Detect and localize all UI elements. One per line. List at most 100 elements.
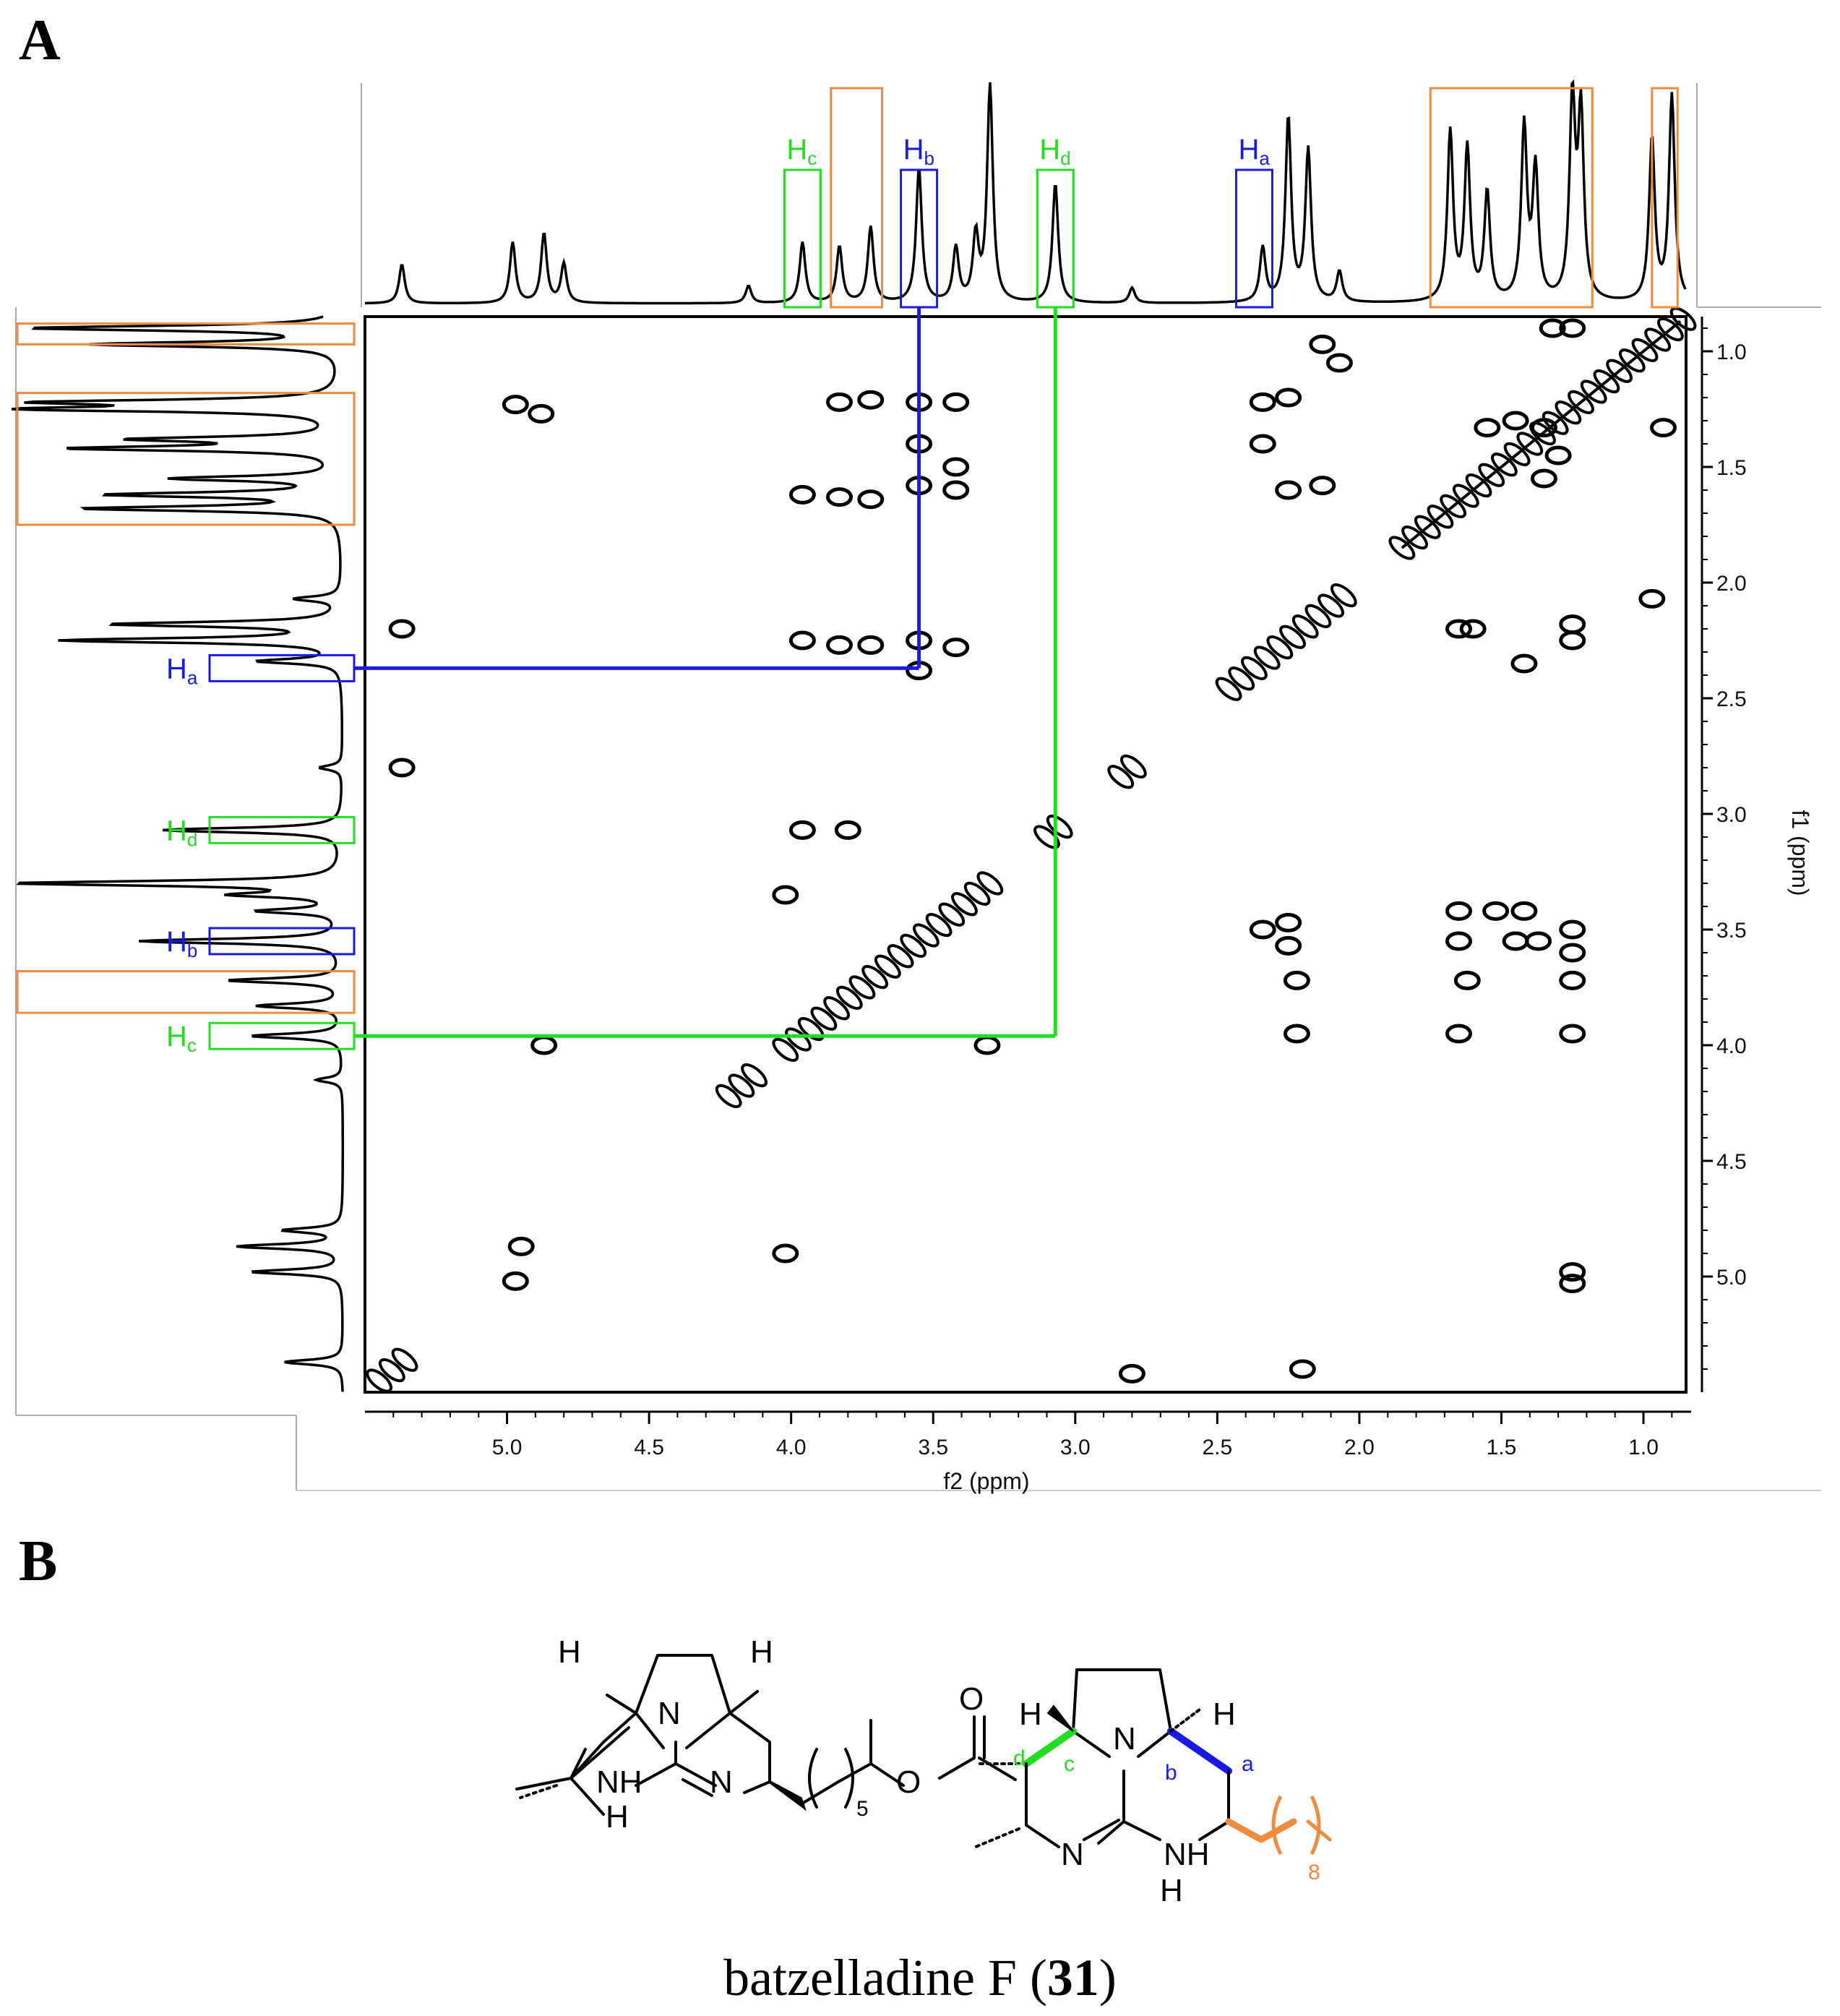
atom-h-right-2: H (1213, 1697, 1236, 1732)
left-label-h: H (166, 653, 187, 685)
diagonal-peak (1253, 645, 1281, 670)
x-tick-label: 1.5 (1487, 1436, 1517, 1459)
left-label-Ha: Ha (166, 653, 198, 688)
left-label-Hd: Hd (166, 815, 197, 850)
y-tick-label: 2.5 (1716, 687, 1747, 711)
diagonal-peak (925, 913, 953, 938)
y-tick-label: 3.0 (1716, 803, 1747, 827)
cross-peak (1530, 418, 1557, 438)
left-label-h: H (166, 815, 187, 846)
cross-peak (788, 820, 816, 840)
cross-peak (1559, 318, 1586, 338)
cross-peak (1309, 476, 1336, 496)
diagonal-peak (900, 933, 927, 958)
position-label-c: c (1064, 1752, 1075, 1776)
cross-peak (1482, 901, 1510, 921)
ester-linker (938, 1715, 1017, 1781)
cross-peak (857, 489, 885, 510)
cross-peak (834, 820, 861, 840)
cross-peaks (388, 318, 1677, 1384)
position-label-a: a (1242, 1752, 1254, 1776)
diagonal-peak (391, 1347, 418, 1372)
diagonal-peak (366, 1368, 393, 1393)
diagonal-peak (963, 881, 991, 906)
atom-n-left-imine: N (710, 1764, 733, 1800)
diagonal-peak (378, 1358, 405, 1383)
y-tick-label: 3.5 (1716, 919, 1747, 943)
cross-peak (942, 457, 970, 477)
cross-peak (528, 403, 555, 424)
diagonal-peak (913, 923, 940, 948)
left-tricycle (515, 1654, 905, 1816)
cross-peak (772, 1243, 799, 1264)
diagonal-peak (1215, 677, 1242, 701)
diagonal-peak (938, 902, 966, 927)
top-label-Ha: Ha (1238, 134, 1270, 169)
cross-peak (1559, 943, 1586, 963)
x-tick-label: 3.0 (1060, 1436, 1091, 1459)
cross-peak (857, 635, 885, 655)
cross-peak (502, 395, 529, 415)
cross-peak (502, 1271, 529, 1291)
cross-peak (1559, 630, 1586, 651)
top-label-sub: c (807, 147, 817, 169)
top-spectrum-trace (365, 79, 1687, 305)
diagonal-peak (1266, 635, 1294, 660)
left-label-sub: a (187, 666, 198, 688)
top-label-sub: b (924, 147, 934, 169)
left-orange-box (16, 322, 356, 346)
left-label-h: H (166, 926, 187, 958)
atom-nh-right: NH (1164, 1837, 1210, 1872)
top-label-h: H (903, 134, 924, 166)
atom-h-nh-right: H (1160, 1873, 1183, 1908)
cross-peak (1539, 318, 1566, 338)
x-tick-label: 4.5 (634, 1436, 664, 1459)
diagonal-peak (887, 944, 914, 969)
diagonal-peak (772, 1037, 799, 1062)
cross-peak (388, 619, 416, 639)
left-label-sub: c (187, 1034, 197, 1056)
cross-peak (1502, 411, 1529, 431)
diagonal-peak (1304, 604, 1332, 628)
cross-peak (1510, 901, 1538, 921)
y-axis: 1.0 1.5 2.0 2.5 3.0 3.5 4.0 4.5 5.0 f1 (ppm) (1701, 317, 1813, 1392)
top-orange-box (1429, 87, 1594, 309)
cross-peak (772, 885, 799, 905)
cross-peak (388, 758, 416, 778)
diagonal-peak (1228, 666, 1255, 691)
repeat-8: 8 (1308, 1861, 1320, 1884)
top-label-h: H (1039, 134, 1060, 166)
atom-nh-left: NH (596, 1764, 642, 1800)
atom-o-carbonyl: O (959, 1681, 984, 1717)
cross-peak (1249, 392, 1276, 412)
left-label-Hc: Hc (166, 1021, 197, 1056)
diagonal-peak (810, 1006, 838, 1031)
top-box-Hd (1036, 168, 1075, 309)
cross-peak (1559, 1274, 1586, 1294)
molecule-structure: H H N NH H N 5 O O H H N N NH H 8 a b c … (515, 1634, 1332, 2007)
position-label-d: d (1013, 1746, 1026, 1770)
atom-n-right-bridge: N (1113, 1721, 1136, 1757)
cross-peak (1309, 334, 1336, 354)
right-tricycle (974, 1668, 1332, 1856)
correlation-lines (354, 307, 1057, 1038)
y-tick-label: 4.0 (1716, 1034, 1747, 1058)
cross-peak (1118, 1363, 1145, 1384)
cross-peak (1275, 480, 1302, 500)
x-axis-label: f2 (ppm) (943, 1468, 1029, 1494)
left-box-Hd (208, 815, 356, 844)
diagonal-peak (1107, 765, 1135, 789)
diagonal-peak (728, 1073, 755, 1098)
x-tick-label: 4.0 (776, 1436, 807, 1459)
y-tick-label: 4.5 (1716, 1150, 1747, 1174)
cross-peak (1275, 935, 1302, 956)
left-orange-box (16, 970, 356, 1014)
cross-peak (788, 484, 816, 505)
cross-peak (1638, 588, 1666, 609)
y-ticks: 1.0 1.5 2.0 2.5 3.0 3.5 4.0 4.5 5.0 (1702, 327, 1747, 1370)
position-label-b: b (1165, 1761, 1177, 1785)
top-label-h: H (786, 134, 807, 166)
diagonal-peak (1279, 625, 1306, 649)
cross-peak (1544, 445, 1572, 466)
